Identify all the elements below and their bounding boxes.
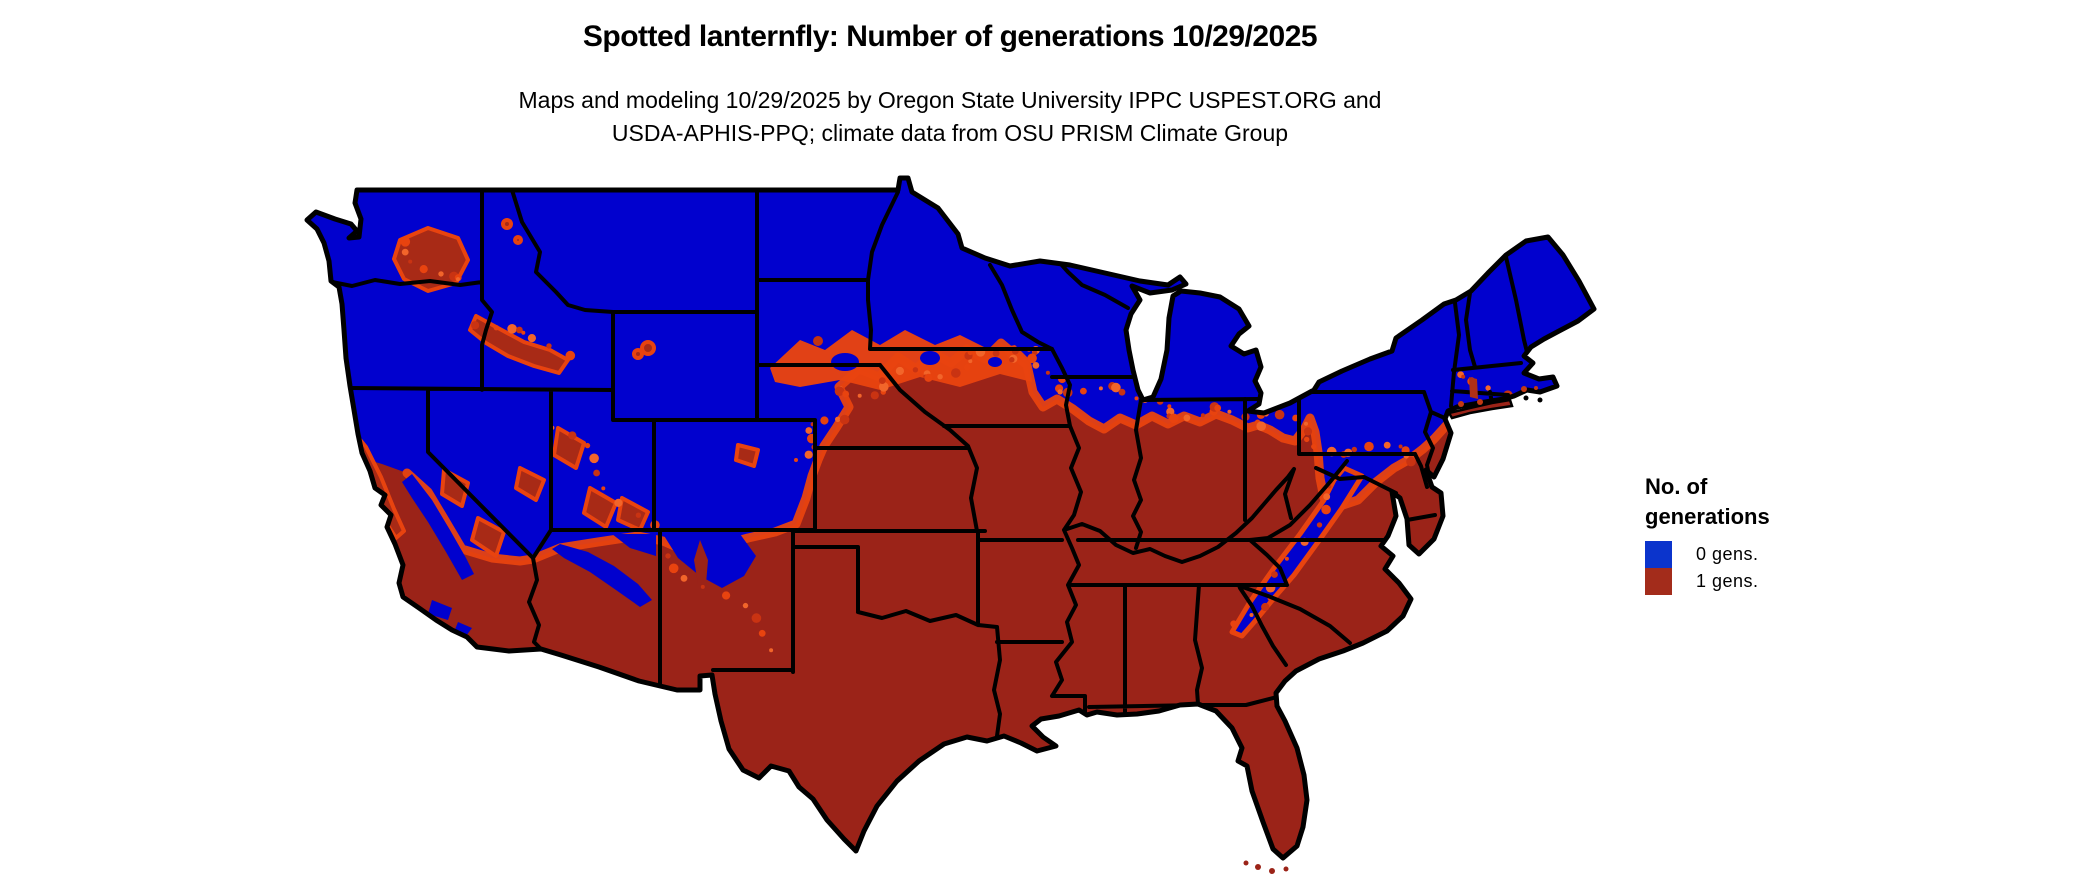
legend-title: No. of generations bbox=[1645, 472, 1925, 532]
islands-and-keys bbox=[1243, 377, 1543, 874]
legend-label-0-gens: 0 gens. bbox=[1696, 544, 1759, 564]
subtitle-line-1: Maps and modeling 10/29/2025 by Oregon S… bbox=[518, 87, 1382, 113]
subtitle-line-2: USDA-APHIS-PPQ; climate data from OSU PR… bbox=[611, 120, 1289, 146]
legend-title-line-2: generations bbox=[1645, 504, 1770, 529]
legend-label-1-gens: 1 gens. bbox=[1696, 571, 1759, 591]
state-borders bbox=[330, 188, 1529, 738]
legend-swatch-1-gens bbox=[1645, 568, 1672, 595]
transition-bulge-plains bbox=[770, 330, 1032, 390]
legend-swatch-column bbox=[1645, 541, 1672, 595]
map-subtitle: Maps and modeling 10/29/2025 by Oregon S… bbox=[519, 84, 1382, 150]
legend: No. of generations 0 gens. 1 gens. bbox=[1645, 472, 1925, 595]
map-blue-mountain-overlays bbox=[402, 474, 756, 636]
legend-title-line-1: No. of bbox=[1645, 474, 1708, 499]
legend-swatch-0-gens bbox=[1645, 541, 1672, 568]
conus-outline bbox=[304, 175, 1597, 861]
page-title: Spotted lanternfly: Number of generation… bbox=[582, 20, 1318, 53]
rio-grande-red-stripe bbox=[694, 540, 708, 584]
